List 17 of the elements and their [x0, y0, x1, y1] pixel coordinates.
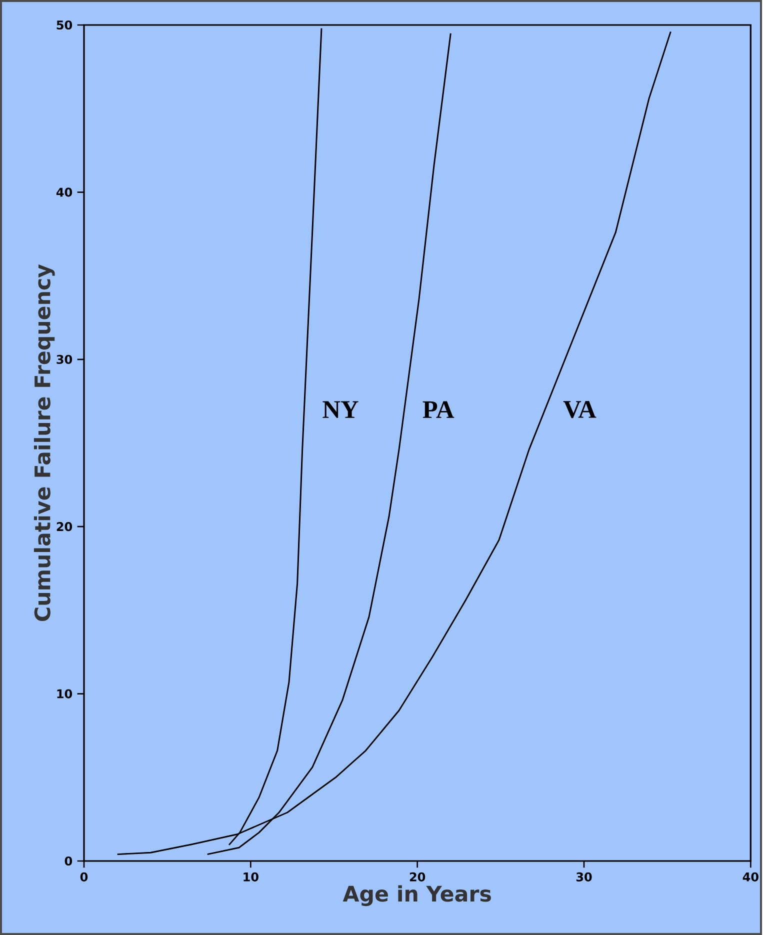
y-axis-title: Cumulative Failure Frequency [34, 264, 55, 621]
x-tick-label: 20 [410, 872, 425, 882]
series-label: VA [563, 401, 596, 418]
y-tick-label: 20 [56, 522, 72, 532]
x-axis-title: Age in Years [342, 885, 491, 906]
x-tick-label: 0 [80, 872, 88, 882]
y-tick-label: 40 [56, 188, 72, 197]
line-series [116, 30, 672, 856]
y-tick-label: 50 [56, 20, 72, 30]
x-tick-label: 40 [742, 872, 758, 882]
y-tick-label: 10 [57, 689, 72, 698]
y-tick-label: 30 [56, 354, 72, 364]
series-label: PA [422, 401, 454, 418]
series-label: NY [322, 401, 358, 418]
x-tick-label: 10 [243, 872, 258, 882]
y-tick-label: 0 [64, 856, 72, 866]
x-tick-label: 30 [576, 872, 592, 882]
